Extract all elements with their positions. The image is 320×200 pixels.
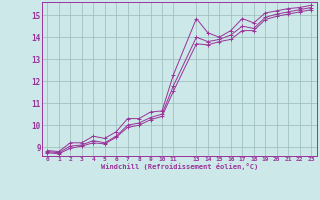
X-axis label: Windchill (Refroidissement éolien,°C): Windchill (Refroidissement éolien,°C) <box>100 163 258 170</box>
